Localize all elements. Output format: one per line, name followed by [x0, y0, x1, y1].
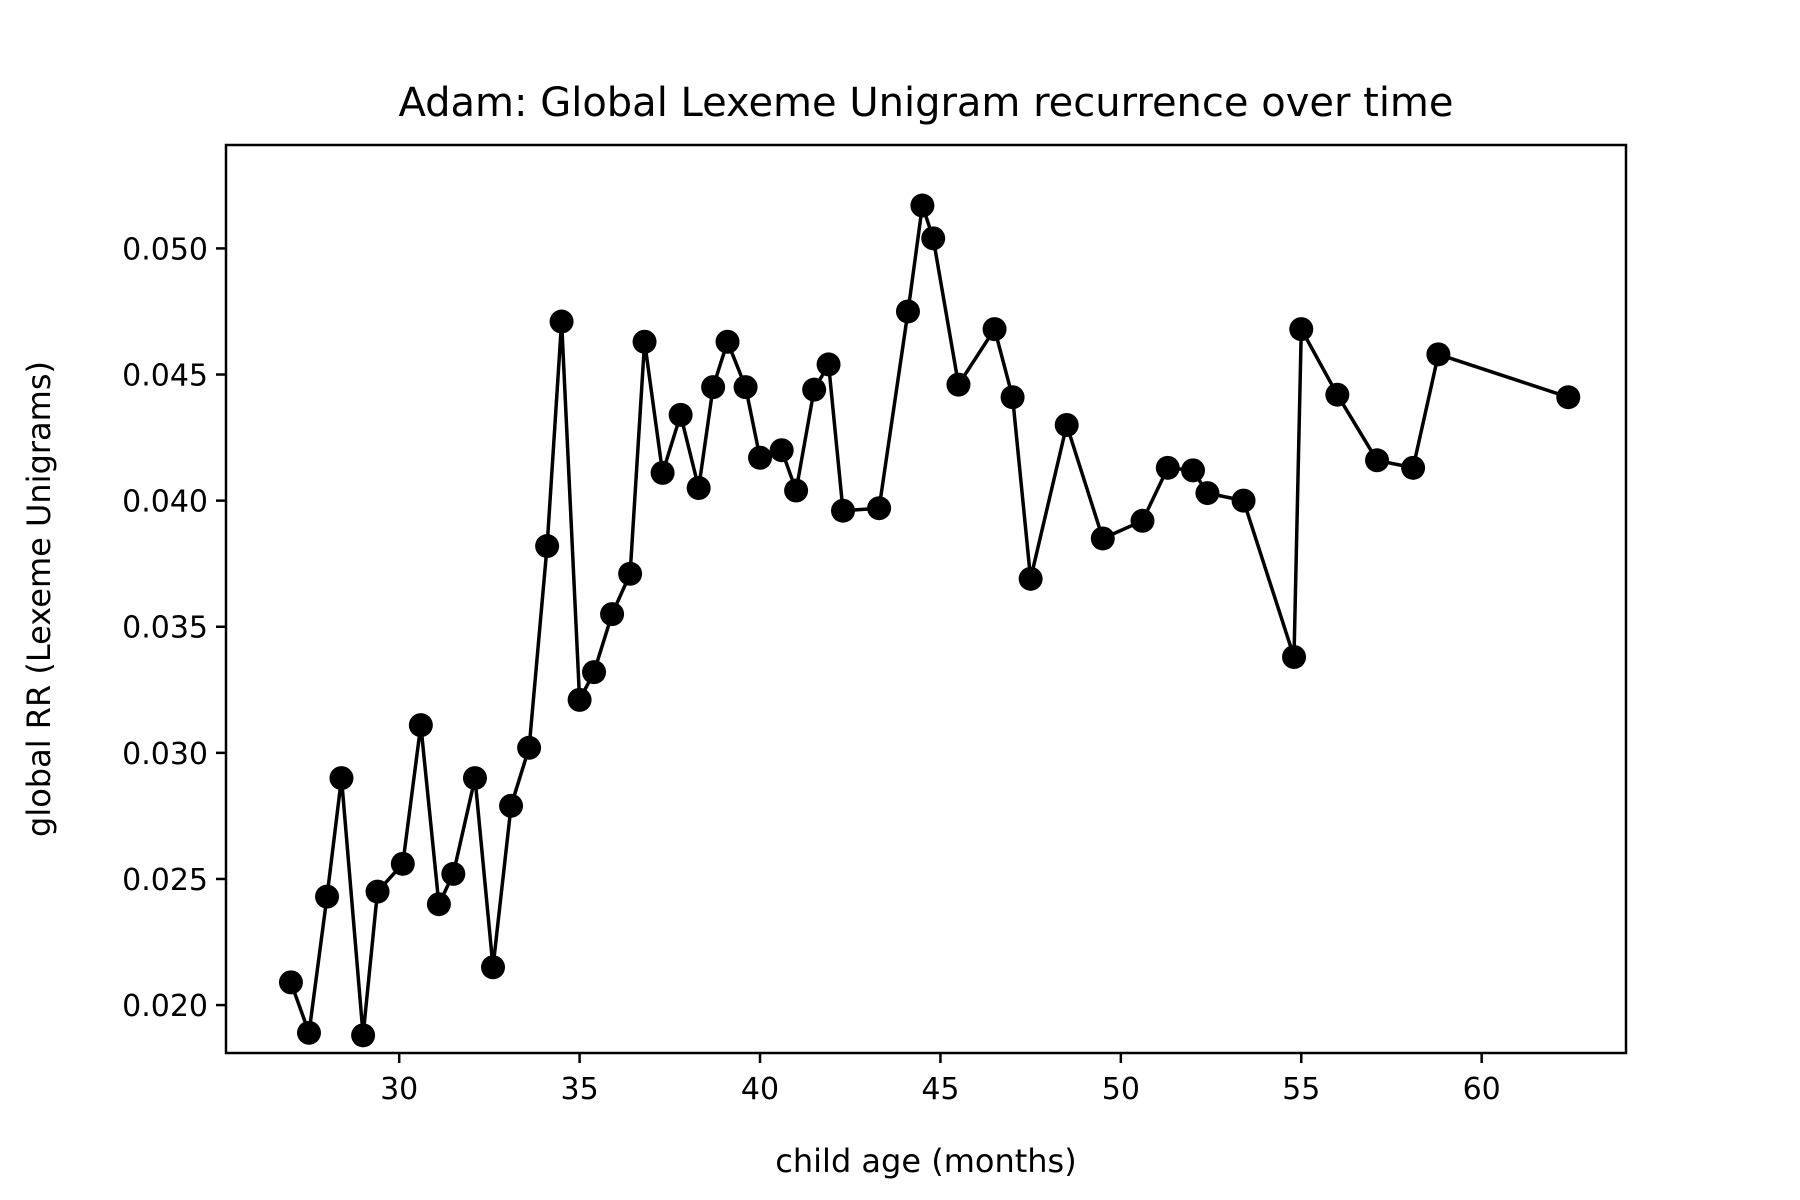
- data-point: [1090, 526, 1115, 551]
- data-point: [481, 955, 506, 980]
- data-point: [441, 861, 466, 886]
- x-axis-label: child age (months): [775, 1142, 1076, 1180]
- data-point: [462, 766, 487, 791]
- data-point: [701, 375, 726, 400]
- x-tick-label: 45: [921, 1072, 959, 1107]
- data-point: [535, 534, 560, 559]
- y-tick-label: 0.045: [122, 359, 208, 394]
- data-point: [715, 329, 740, 354]
- data-point: [650, 460, 675, 485]
- data-point: [408, 713, 433, 738]
- data-point: [867, 496, 892, 521]
- y-tick-label: 0.020: [122, 989, 208, 1024]
- series-line: [289, 203, 1569, 1038]
- chart-title: Adam: Global Lexeme Unigram recurrence o…: [398, 80, 1453, 126]
- data-point: [1231, 488, 1256, 513]
- data-point: [1401, 455, 1426, 480]
- data-point: [365, 879, 390, 904]
- data-point: [982, 317, 1007, 342]
- data-point: [831, 498, 856, 523]
- y-axis-ticks: 0.020 0.025 0.030 0.035 0.040 0.045 0.050: [122, 232, 226, 1024]
- data-point: [600, 602, 625, 627]
- y-tick-label: 0.025: [122, 863, 208, 898]
- data-point: [315, 884, 340, 909]
- x-tick-label: 55: [1282, 1072, 1320, 1107]
- data-point: [748, 445, 773, 470]
- data-point: [351, 1023, 376, 1048]
- data-point: [1195, 481, 1220, 506]
- data-point: [426, 892, 451, 917]
- data-point: [618, 561, 643, 586]
- data-point: [733, 375, 758, 400]
- data-point: [329, 766, 354, 791]
- plot-frame: [224, 143, 1628, 1055]
- data-point: [278, 970, 303, 995]
- x-axis-ticks: 30 35 40 45 50 55 60: [380, 1053, 1501, 1107]
- y-tick-label: 0.040: [122, 485, 208, 520]
- series-layer: [278, 193, 1581, 1048]
- x-tick-label: 35: [561, 1072, 599, 1107]
- data-point: [567, 687, 592, 712]
- data-point: [582, 660, 607, 685]
- data-point: [784, 478, 809, 503]
- y-tick-label: 0.035: [122, 611, 208, 646]
- data-point: [1155, 455, 1180, 480]
- data-point: [1365, 448, 1390, 473]
- x-tick-label: 50: [1102, 1072, 1140, 1107]
- data-point: [1325, 382, 1350, 407]
- data-point: [296, 1020, 321, 1045]
- data-point: [910, 193, 935, 218]
- data-point: [1282, 645, 1307, 670]
- y-axis-label: global RR (Lexeme Unigrams): [20, 361, 58, 837]
- data-point: [390, 851, 415, 876]
- data-point: [1289, 317, 1314, 342]
- data-point: [895, 299, 920, 324]
- x-tick-label: 30: [380, 1072, 418, 1107]
- y-tick-label: 0.030: [122, 737, 208, 772]
- data-point: [1018, 566, 1043, 591]
- data-point: [668, 402, 693, 427]
- data-point: [686, 476, 711, 501]
- data-point: [816, 352, 841, 377]
- data-point: [802, 377, 827, 402]
- data-point: [517, 735, 542, 760]
- data-point: [1426, 342, 1451, 367]
- data-point: [1130, 508, 1155, 533]
- data-point: [499, 793, 524, 818]
- x-tick-label: 40: [741, 1072, 779, 1107]
- x-tick-label: 60: [1463, 1072, 1501, 1107]
- data-point: [1054, 412, 1079, 437]
- y-tick-label: 0.050: [122, 232, 208, 267]
- data-point: [769, 438, 794, 463]
- data-point: [1181, 458, 1206, 483]
- data-point: [1556, 385, 1581, 410]
- data-point: [549, 309, 574, 334]
- data-point: [632, 329, 657, 354]
- data-point: [921, 226, 946, 251]
- data-point: [946, 372, 971, 397]
- data-point: [1000, 385, 1025, 410]
